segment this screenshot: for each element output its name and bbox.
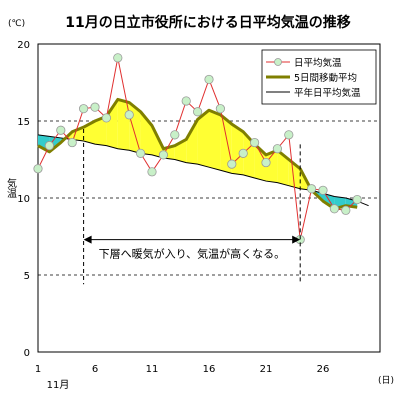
daily-point — [329, 204, 339, 214]
daily-point — [147, 167, 157, 177]
daily-point — [284, 130, 294, 140]
daily-point — [204, 74, 214, 85]
y-tick-label: 5 — [24, 271, 30, 282]
daily-point — [90, 102, 100, 112]
chart-title: 11月の日立市役所における日平均気温の推移 — [65, 14, 350, 31]
daily-point — [44, 141, 55, 151]
fill-above-normal — [95, 116, 107, 146]
legend-label: 5日間移動平均 — [294, 72, 357, 84]
daily-point — [227, 159, 237, 169]
daily-point — [181, 96, 191, 106]
x-unit-label: (日) — [378, 375, 394, 386]
y-axis-label: 気温 — [5, 177, 17, 198]
daily-point — [158, 150, 168, 160]
daily-point — [318, 185, 328, 195]
daily-point — [56, 125, 66, 135]
x-tick-label: 11 — [146, 364, 159, 375]
annotation-text: 下層へ暖気が入り、気温が高くなる。 — [99, 247, 286, 261]
daily-point — [33, 164, 43, 174]
daily-point — [101, 113, 112, 123]
daily-point — [250, 137, 260, 148]
daily-point — [124, 110, 134, 120]
daily-point — [170, 130, 180, 140]
series-moving-average-line — [37, 97, 358, 211]
daily-point — [79, 104, 89, 114]
annotation-arrow-right-head — [292, 235, 301, 244]
y-tick-label: 15 — [17, 117, 30, 128]
annotation-arrow-left-head — [83, 235, 92, 244]
daily-point — [67, 137, 77, 148]
daily-point — [215, 104, 225, 114]
x-tick-label: 26 — [317, 364, 330, 375]
y-unit-label: (℃) — [8, 19, 25, 29]
daily-point — [238, 148, 248, 158]
daily-point — [261, 157, 271, 168]
x-tick-label: 6 — [92, 364, 98, 375]
daily-point — [272, 144, 282, 154]
daily-point — [341, 205, 351, 215]
fill-above-normal — [186, 119, 198, 165]
x-month-label: 11月 — [47, 379, 70, 391]
daily-point — [136, 148, 146, 158]
legend-label: 平年日平均気温 — [294, 87, 361, 99]
legend-label: 日平均気温 — [294, 57, 342, 69]
daily-point — [352, 194, 362, 205]
daily-point — [113, 53, 123, 63]
daily-point — [306, 184, 317, 194]
daily-point — [193, 107, 203, 117]
y-tick-label: 20 — [17, 40, 30, 51]
fill-above-normal — [106, 99, 118, 149]
x-tick-label: 1 — [35, 364, 41, 375]
fill-above-normal — [72, 127, 84, 142]
y-tick-label: 0 — [24, 348, 30, 359]
legend-marker-daily — [274, 58, 282, 66]
fill-above-normal — [220, 114, 232, 174]
x-tick-label: 16 — [203, 364, 216, 375]
y-tick-label: 10 — [17, 194, 30, 205]
fill-above-normal — [209, 110, 221, 171]
x-tick-label: 21 — [260, 364, 273, 375]
fill-above-normal — [197, 110, 209, 168]
